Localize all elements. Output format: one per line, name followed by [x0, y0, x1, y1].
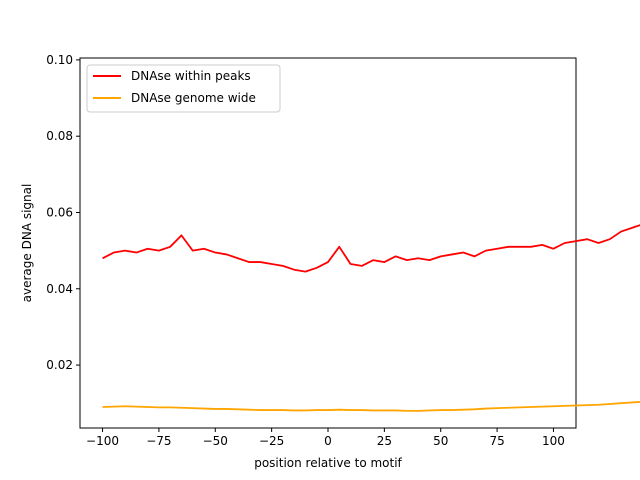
x-tick-label: −75 [146, 434, 171, 448]
plot-frame [79, 57, 577, 429]
series-line-within-peaks [102, 224, 640, 273]
legend-box [86, 64, 281, 113]
x-tick-label: 0 [324, 434, 332, 448]
series-line-genome-wide [102, 401, 640, 412]
legend-label-within-peaks: DNAse within peaks [131, 69, 251, 83]
y-tick-label: 0.02 [46, 358, 73, 372]
x-tick-label: −25 [259, 434, 284, 448]
x-axis: −100 −75 −50 −25 0 25 50 75 100 [86, 428, 565, 448]
legend-label-genome-wide: DNAse genome wide [131, 91, 256, 105]
x-tick-label: 50 [433, 434, 448, 448]
y-tick-label: 0.04 [46, 282, 73, 296]
y-axis: 0.02 0.04 0.06 0.08 0.10 [46, 53, 80, 372]
y-tick-label: 0.06 [46, 205, 73, 219]
x-tick-label: −100 [86, 434, 119, 448]
y-tick-label: 0.08 [46, 129, 73, 143]
y-tick-label: 0.10 [46, 53, 73, 67]
series-layer [102, 224, 640, 412]
x-tick-label: 25 [377, 434, 392, 448]
x-tick-label: 100 [542, 434, 565, 448]
x-tick-label: 75 [489, 434, 504, 448]
x-axis-label: position relative to motif [254, 456, 402, 470]
x-tick-label: −50 [203, 434, 228, 448]
legend: DNAse within peaks DNAse genome wide [86, 64, 281, 113]
y-axis-label: average DNA signal [20, 184, 34, 303]
